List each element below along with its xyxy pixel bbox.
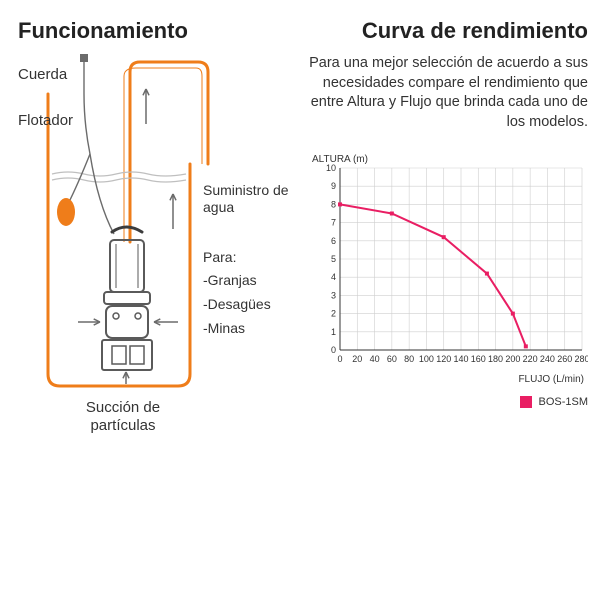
- svg-text:3: 3: [331, 291, 336, 301]
- svg-text:0: 0: [331, 345, 336, 355]
- svg-text:4: 4: [331, 272, 336, 282]
- label-suministro: Suministro de agua: [203, 182, 293, 216]
- svg-text:220: 220: [523, 354, 538, 364]
- svg-text:120: 120: [436, 354, 451, 364]
- svg-text:8: 8: [331, 200, 336, 210]
- label-flotador: Flotador: [18, 112, 73, 130]
- pump-diagram: Cuerda Flotador Suministro de agua Para:…: [18, 54, 288, 454]
- legend-swatch: [520, 396, 532, 408]
- svg-text:2: 2: [331, 309, 336, 319]
- svg-text:0: 0: [337, 354, 342, 364]
- svg-text:60: 60: [387, 354, 397, 364]
- right-title: Curva de rendimiento: [308, 18, 588, 44]
- svg-text:180: 180: [488, 354, 503, 364]
- performance-chart: ALTURA (m)012345678910020406080100120140…: [308, 150, 588, 390]
- label-succion: Succión de partículas: [58, 399, 188, 435]
- svg-text:260: 260: [557, 354, 572, 364]
- svg-text:80: 80: [404, 354, 414, 364]
- svg-text:240: 240: [540, 354, 555, 364]
- svg-text:10: 10: [326, 163, 336, 173]
- svg-text:ALTURA (m): ALTURA (m): [312, 154, 368, 165]
- label-desagues: -Desagües: [203, 296, 271, 313]
- svg-text:9: 9: [331, 181, 336, 191]
- svg-text:40: 40: [370, 354, 380, 364]
- label-minas: -Minas: [203, 320, 245, 337]
- svg-text:7: 7: [331, 218, 336, 228]
- label-para: Para:: [203, 249, 236, 266]
- legend-label: BOS-1SM: [538, 396, 588, 408]
- label-cuerda: Cuerda: [18, 66, 67, 84]
- left-title: Funcionamiento: [18, 18, 288, 44]
- svg-text:6: 6: [331, 236, 336, 246]
- label-granjas: -Granjas: [203, 272, 257, 289]
- svg-text:5: 5: [331, 254, 336, 264]
- svg-text:200: 200: [505, 354, 520, 364]
- right-panel: Curva de rendimiento Para una mejor sele…: [300, 0, 600, 600]
- svg-text:FLUJO (L/min): FLUJO (L/min): [518, 374, 584, 385]
- left-panel: Funcionamiento Cuerda Flotador Suministr…: [0, 0, 300, 600]
- chart-legend: BOS-1SM: [308, 396, 588, 408]
- right-subtitle: Para una mejor selección de acuerdo a su…: [308, 54, 588, 132]
- svg-text:140: 140: [453, 354, 468, 364]
- svg-text:20: 20: [352, 354, 362, 364]
- svg-text:280: 280: [574, 354, 588, 364]
- svg-text:160: 160: [471, 354, 486, 364]
- svg-text:1: 1: [331, 327, 336, 337]
- svg-text:100: 100: [419, 354, 434, 364]
